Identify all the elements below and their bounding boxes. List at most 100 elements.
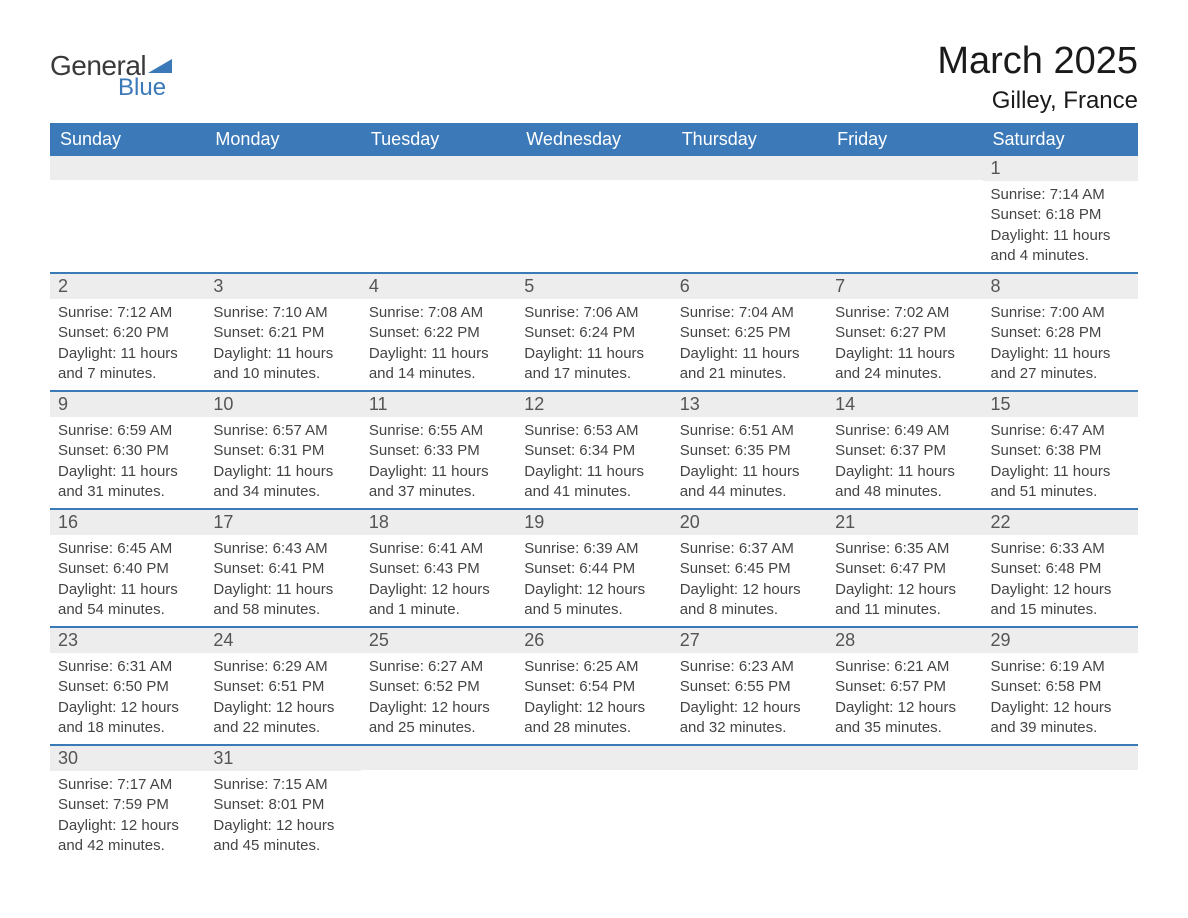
calendar-day-cell: 19Sunrise: 6:39 AMSunset: 6:44 PMDayligh… xyxy=(516,509,671,627)
day-content: Sunrise: 6:41 AMSunset: 6:43 PMDaylight:… xyxy=(361,535,516,626)
sunrise-line: Sunrise: 7:04 AM xyxy=(680,303,819,323)
sunset-line: Sunset: 6:43 PM xyxy=(369,559,508,579)
calendar-day-cell: 10Sunrise: 6:57 AMSunset: 6:31 PMDayligh… xyxy=(205,391,360,509)
day-content xyxy=(361,770,516,850)
calendar-day-cell xyxy=(827,156,982,273)
calendar-day-cell: 16Sunrise: 6:45 AMSunset: 6:40 PMDayligh… xyxy=(50,509,205,627)
sunrise-line: Sunrise: 7:08 AM xyxy=(369,303,508,323)
calendar-day-cell: 9Sunrise: 6:59 AMSunset: 6:30 PMDaylight… xyxy=(50,391,205,509)
sunset-line: Sunset: 6:38 PM xyxy=(991,441,1130,461)
sunrise-line: Sunrise: 6:39 AM xyxy=(524,539,663,559)
calendar-day-cell: 7Sunrise: 7:02 AMSunset: 6:27 PMDaylight… xyxy=(827,273,982,391)
day-number: 22 xyxy=(983,510,1138,535)
calendar-day-cell: 27Sunrise: 6:23 AMSunset: 6:55 PMDayligh… xyxy=(672,627,827,745)
logo: General Blue xyxy=(50,50,172,102)
sunset-line: Sunset: 7:59 PM xyxy=(58,795,197,815)
day-content: Sunrise: 7:10 AMSunset: 6:21 PMDaylight:… xyxy=(205,299,360,390)
day-content: Sunrise: 6:21 AMSunset: 6:57 PMDaylight:… xyxy=(827,653,982,744)
day-number: 19 xyxy=(516,510,671,535)
day-content: Sunrise: 7:08 AMSunset: 6:22 PMDaylight:… xyxy=(361,299,516,390)
day-number: 30 xyxy=(50,746,205,771)
day-content: Sunrise: 6:55 AMSunset: 6:33 PMDaylight:… xyxy=(361,417,516,508)
calendar-day-cell: 21Sunrise: 6:35 AMSunset: 6:47 PMDayligh… xyxy=(827,509,982,627)
day-content: Sunrise: 6:29 AMSunset: 6:51 PMDaylight:… xyxy=(205,653,360,744)
sunset-line: Sunset: 6:40 PM xyxy=(58,559,197,579)
calendar-day-cell: 14Sunrise: 6:49 AMSunset: 6:37 PMDayligh… xyxy=(827,391,982,509)
day-number: 5 xyxy=(516,274,671,299)
sunrise-line: Sunrise: 6:37 AM xyxy=(680,539,819,559)
day-content: Sunrise: 7:12 AMSunset: 6:20 PMDaylight:… xyxy=(50,299,205,390)
day-number: 21 xyxy=(827,510,982,535)
calendar-day-cell: 18Sunrise: 6:41 AMSunset: 6:43 PMDayligh… xyxy=(361,509,516,627)
day-number: 20 xyxy=(672,510,827,535)
calendar-day-cell: 22Sunrise: 6:33 AMSunset: 6:48 PMDayligh… xyxy=(983,509,1138,627)
col-monday: Monday xyxy=(205,123,360,156)
calendar-day-cell xyxy=(361,156,516,273)
sunset-line: Sunset: 6:24 PM xyxy=(524,323,663,343)
sunrise-line: Sunrise: 6:53 AM xyxy=(524,421,663,441)
sunrise-line: Sunrise: 6:51 AM xyxy=(680,421,819,441)
sunset-line: Sunset: 8:01 PM xyxy=(213,795,352,815)
sunset-line: Sunset: 6:51 PM xyxy=(213,677,352,697)
day-content: Sunrise: 7:04 AMSunset: 6:25 PMDaylight:… xyxy=(672,299,827,390)
sunset-line: Sunset: 6:20 PM xyxy=(58,323,197,343)
sunrise-line: Sunrise: 6:21 AM xyxy=(835,657,974,677)
sunrise-line: Sunrise: 6:33 AM xyxy=(991,539,1130,559)
sunrise-line: Sunrise: 6:49 AM xyxy=(835,421,974,441)
daylight-line: Daylight: 12 hours and 28 minutes. xyxy=(524,698,663,739)
day-number: 11 xyxy=(361,392,516,417)
sunset-line: Sunset: 6:31 PM xyxy=(213,441,352,461)
sunset-line: Sunset: 6:47 PM xyxy=(835,559,974,579)
sunrise-line: Sunrise: 7:12 AM xyxy=(58,303,197,323)
calendar-week-row: 1Sunrise: 7:14 AMSunset: 6:18 PMDaylight… xyxy=(50,156,1138,273)
calendar-day-cell: 29Sunrise: 6:19 AMSunset: 6:58 PMDayligh… xyxy=(983,627,1138,745)
day-number: 25 xyxy=(361,628,516,653)
day-number xyxy=(361,156,516,180)
day-content xyxy=(827,770,982,850)
day-content: Sunrise: 6:23 AMSunset: 6:55 PMDaylight:… xyxy=(672,653,827,744)
sunrise-line: Sunrise: 6:59 AM xyxy=(58,421,197,441)
sunrise-line: Sunrise: 7:14 AM xyxy=(991,185,1130,205)
day-number: 3 xyxy=(205,274,360,299)
title-block: March 2025 Gilley, France xyxy=(937,40,1138,115)
sunset-line: Sunset: 6:34 PM xyxy=(524,441,663,461)
calendar-day-cell: 31Sunrise: 7:15 AMSunset: 8:01 PMDayligh… xyxy=(205,745,360,862)
day-content: Sunrise: 6:25 AMSunset: 6:54 PMDaylight:… xyxy=(516,653,671,744)
day-content: Sunrise: 6:57 AMSunset: 6:31 PMDaylight:… xyxy=(205,417,360,508)
day-content: Sunrise: 6:31 AMSunset: 6:50 PMDaylight:… xyxy=(50,653,205,744)
sunrise-line: Sunrise: 6:57 AM xyxy=(213,421,352,441)
day-number: 12 xyxy=(516,392,671,417)
calendar-week-row: 9Sunrise: 6:59 AMSunset: 6:30 PMDaylight… xyxy=(50,391,1138,509)
calendar-day-cell: 2Sunrise: 7:12 AMSunset: 6:20 PMDaylight… xyxy=(50,273,205,391)
daylight-line: Daylight: 11 hours and 31 minutes. xyxy=(58,462,197,503)
calendar-day-cell xyxy=(205,156,360,273)
day-content: Sunrise: 6:59 AMSunset: 6:30 PMDaylight:… xyxy=(50,417,205,508)
sunrise-line: Sunrise: 6:31 AM xyxy=(58,657,197,677)
sunset-line: Sunset: 6:48 PM xyxy=(991,559,1130,579)
calendar-week-row: 2Sunrise: 7:12 AMSunset: 6:20 PMDaylight… xyxy=(50,273,1138,391)
daylight-line: Daylight: 11 hours and 34 minutes. xyxy=(213,462,352,503)
day-number: 10 xyxy=(205,392,360,417)
sunrise-line: Sunrise: 6:43 AM xyxy=(213,539,352,559)
col-saturday: Saturday xyxy=(983,123,1138,156)
calendar-day-cell: 3Sunrise: 7:10 AMSunset: 6:21 PMDaylight… xyxy=(205,273,360,391)
day-number: 23 xyxy=(50,628,205,653)
day-content: Sunrise: 6:51 AMSunset: 6:35 PMDaylight:… xyxy=(672,417,827,508)
daylight-line: Daylight: 11 hours and 14 minutes. xyxy=(369,344,508,385)
calendar-table: Sunday Monday Tuesday Wednesday Thursday… xyxy=(50,123,1138,862)
sunset-line: Sunset: 6:21 PM xyxy=(213,323,352,343)
calendar-day-cell xyxy=(827,745,982,862)
day-number: 1 xyxy=(983,156,1138,181)
calendar-day-cell: 4Sunrise: 7:08 AMSunset: 6:22 PMDaylight… xyxy=(361,273,516,391)
calendar-week-row: 23Sunrise: 6:31 AMSunset: 6:50 PMDayligh… xyxy=(50,627,1138,745)
sunset-line: Sunset: 6:27 PM xyxy=(835,323,974,343)
sunrise-line: Sunrise: 7:10 AM xyxy=(213,303,352,323)
day-content xyxy=(516,770,671,850)
day-number: 29 xyxy=(983,628,1138,653)
sunset-line: Sunset: 6:28 PM xyxy=(991,323,1130,343)
page-header: General Blue March 2025 Gilley, France xyxy=(50,40,1138,115)
sunrise-line: Sunrise: 7:17 AM xyxy=(58,775,197,795)
sunset-line: Sunset: 6:57 PM xyxy=(835,677,974,697)
sunset-line: Sunset: 6:18 PM xyxy=(991,205,1130,225)
daylight-line: Daylight: 11 hours and 27 minutes. xyxy=(991,344,1130,385)
